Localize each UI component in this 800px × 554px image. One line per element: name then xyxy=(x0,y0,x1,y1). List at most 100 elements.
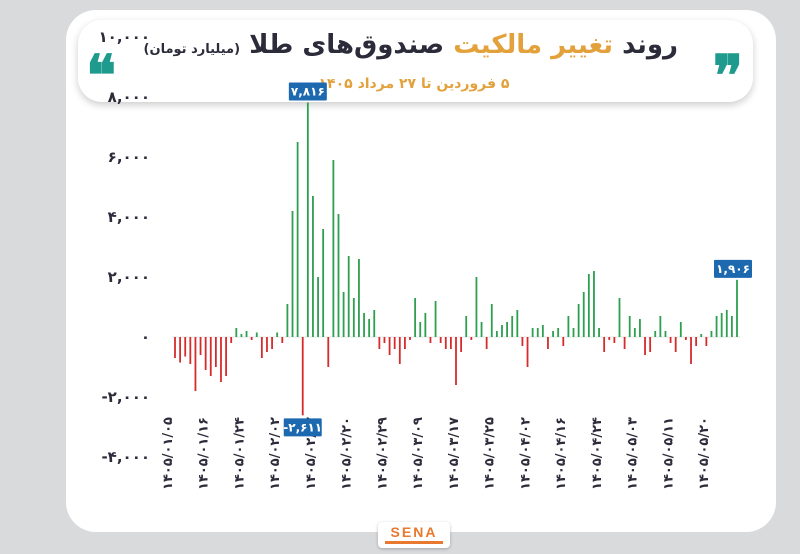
bar xyxy=(598,328,600,337)
bar xyxy=(209,337,212,376)
bar xyxy=(322,229,325,337)
page-subtitle: ۵ فروردین تا ۲۷ مرداد ۱۴۰۵ xyxy=(318,76,510,92)
bar xyxy=(230,337,233,343)
bar xyxy=(291,211,294,337)
bar xyxy=(485,337,488,349)
bar xyxy=(679,322,682,337)
x-tick-label: ۱۴۰۵/۰۳/۰۹ xyxy=(411,417,426,490)
x-tick-label: ۱۴۰۵/۰۳/۲۵ xyxy=(483,417,498,490)
annotation-box xyxy=(288,82,327,101)
y-axis: -۴,۰۰۰ -۲,۰۰۰ ۰ ۲,۰۰۰ ۴,۰۰۰ ۶,۰۰۰ ۸,۰۰۰ ۱۰,۰۰۰ xyxy=(99,28,150,466)
bar xyxy=(501,325,503,337)
y-tick-label: ۶,۰۰۰ xyxy=(108,148,150,166)
bar xyxy=(199,337,202,355)
title-part-3: صندوق‌های طلا xyxy=(249,30,445,60)
bar xyxy=(301,337,304,416)
y-tick-label: ۰ xyxy=(141,328,150,346)
bar xyxy=(618,298,621,337)
bar xyxy=(306,102,309,338)
bar xyxy=(276,332,279,337)
bar xyxy=(669,337,672,343)
bar xyxy=(220,337,222,382)
annotation-box xyxy=(714,259,752,278)
bar xyxy=(531,328,534,337)
bar xyxy=(567,316,570,337)
y-tick-label: ۲,۰۰۰ xyxy=(108,268,150,286)
bar xyxy=(715,316,718,337)
bar xyxy=(271,337,273,349)
bar xyxy=(179,337,182,363)
bar xyxy=(255,332,258,337)
bar xyxy=(404,337,406,349)
bar xyxy=(603,337,606,352)
bar xyxy=(424,313,427,337)
bar xyxy=(409,337,411,340)
bar xyxy=(189,337,192,364)
bar xyxy=(685,337,687,340)
bar xyxy=(194,337,197,391)
x-tick-label: ۱۴۰۵/۰۲/۰۲ xyxy=(268,417,283,490)
x-tick-label: ۱۴۰۵/۰۴/۲۴ xyxy=(590,417,605,490)
bar xyxy=(281,337,284,343)
bar xyxy=(495,331,498,337)
bar xyxy=(644,337,646,355)
bar xyxy=(332,160,335,337)
bar xyxy=(480,322,483,337)
bar xyxy=(460,337,463,352)
y-tick-label: ۸,۰۰۰ xyxy=(108,88,150,106)
x-tick-label: ۱۴۰۵/۰۵/۱۱ xyxy=(661,417,676,490)
bar xyxy=(337,214,340,337)
quote-open-icon: ❝ xyxy=(86,43,117,109)
bar xyxy=(444,337,447,349)
bar xyxy=(562,337,565,346)
bar xyxy=(225,337,227,376)
bar xyxy=(266,337,268,352)
bar xyxy=(317,277,319,337)
bar xyxy=(582,292,585,337)
bar xyxy=(286,304,289,337)
bar xyxy=(235,328,238,337)
bar xyxy=(260,337,263,358)
quote-close-icon: ❞ xyxy=(712,43,743,109)
bar xyxy=(700,334,703,337)
bar xyxy=(674,337,677,352)
bar xyxy=(736,279,738,337)
y-tick-label: ۴,۰۰۰ xyxy=(108,208,150,226)
bar xyxy=(705,337,708,346)
bar xyxy=(378,337,381,349)
bar xyxy=(587,274,590,337)
bar xyxy=(455,337,457,385)
bar xyxy=(659,316,662,337)
bar xyxy=(490,304,493,337)
bar xyxy=(475,277,478,337)
x-tick-label: ۱۴۰۵/۰۱/۱۶ xyxy=(197,417,212,490)
bar xyxy=(725,310,728,337)
bar xyxy=(649,337,652,352)
bar xyxy=(383,337,386,343)
bar xyxy=(240,334,243,337)
bar xyxy=(557,328,560,337)
bar xyxy=(664,331,667,337)
bar xyxy=(388,337,391,355)
bar xyxy=(174,337,176,358)
logo-underline xyxy=(385,541,443,544)
bar xyxy=(296,142,299,337)
bars-group xyxy=(172,102,740,416)
bar xyxy=(419,322,422,337)
bar xyxy=(526,337,529,367)
bar xyxy=(572,328,575,337)
x-tick-label: ۱۴۰۵/۰۱/۲۴ xyxy=(232,417,247,490)
bar xyxy=(327,337,330,367)
bar xyxy=(368,319,371,337)
bar xyxy=(593,271,595,337)
bar xyxy=(654,331,657,337)
bar xyxy=(470,337,473,340)
annotation-label: ۱,۹۰۶ xyxy=(716,262,750,276)
bar xyxy=(439,337,442,343)
y-tick-label: -۲,۰۰۰ xyxy=(101,388,150,406)
x-tick-label: ۱۴۰۵/۰۳/۱۷ xyxy=(447,417,462,490)
x-tick-label: ۱۴۰۵/۰۲/۲۰ xyxy=(340,417,355,490)
bar xyxy=(623,337,626,349)
bar xyxy=(506,322,508,337)
